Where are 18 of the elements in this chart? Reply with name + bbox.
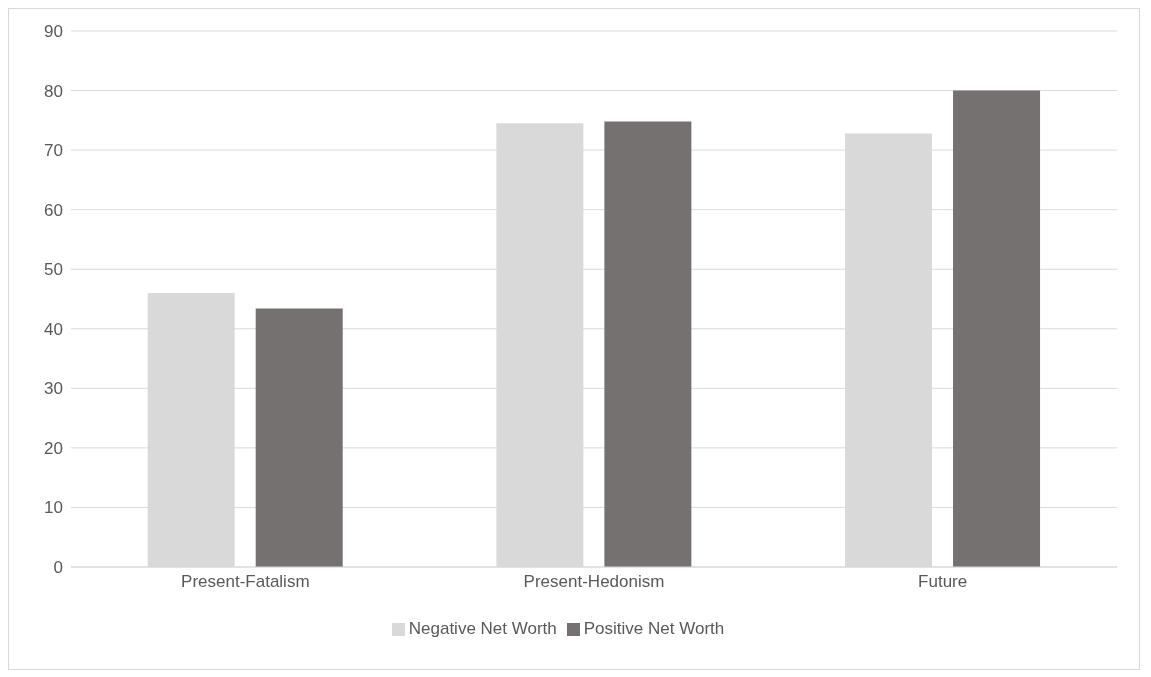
x-tick-label: Present-Fatalism [181, 572, 310, 592]
y-tick-label: 50 [44, 260, 63, 280]
y-tick-label: 40 [44, 319, 63, 339]
y-tick-label: 0 [53, 558, 63, 578]
y-tick-label: 20 [44, 438, 63, 458]
bar [604, 121, 692, 567]
legend-label: Positive Net Worth [583, 619, 725, 638]
y-tick-label: 70 [44, 141, 63, 161]
bar [255, 308, 343, 567]
x-tick-label: Future [918, 572, 968, 592]
bar [953, 90, 1041, 567]
y-tick-label: 80 [44, 81, 63, 101]
y-tick-label: 10 [44, 498, 63, 518]
x-tick-label: Present-Hedonism [523, 572, 665, 592]
legend-label: Negative Net Worth [408, 619, 557, 638]
y-tick-label: 30 [44, 379, 63, 399]
y-tick-label: 60 [44, 200, 63, 220]
y-tick-label: 90 [44, 22, 63, 42]
